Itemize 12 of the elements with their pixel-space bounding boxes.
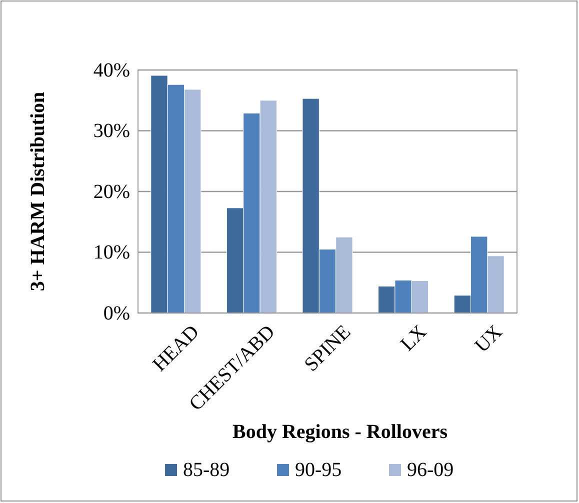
y-tick-label: 10% [93,242,130,264]
x-tick-label: UX [470,320,508,357]
y-tick-label: 20% [93,180,130,203]
y-tick-label: 0% [103,302,130,324]
legend-label: 85-89 [183,459,230,481]
legend-label: 90-95 [295,459,342,481]
y-tick-label: 40% [93,59,130,82]
y-axis-title: 3+ HARM Distribution [27,92,49,292]
x-axis-title: Body Regions - Rollovers [232,421,448,443]
x-tick-label: LX [396,320,432,356]
y-tick-label: 30% [93,120,130,142]
legend-label: 96-09 [407,459,454,481]
